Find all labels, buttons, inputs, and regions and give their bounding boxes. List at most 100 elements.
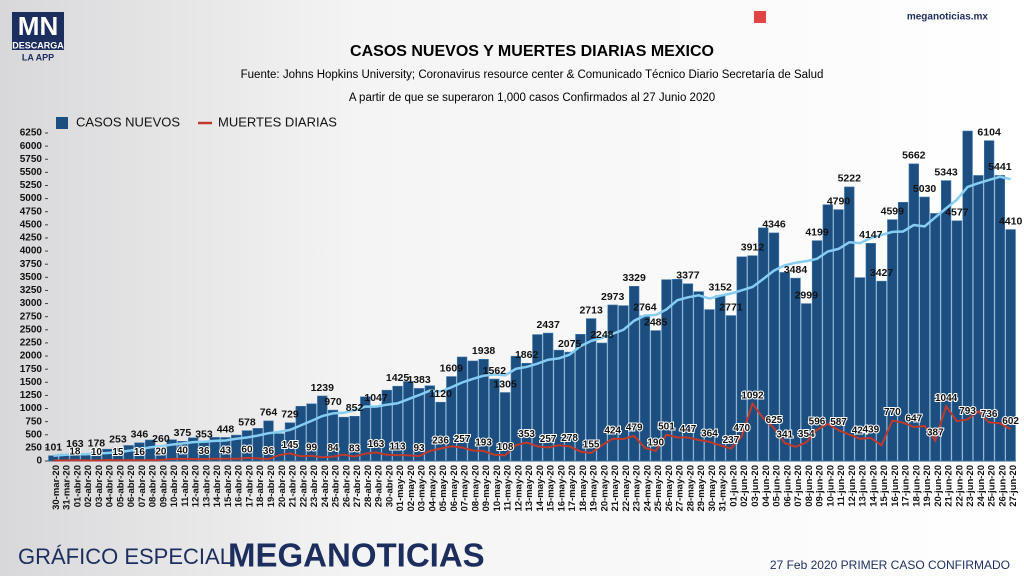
line-label: 439: [862, 425, 879, 436]
y-tick-label: 3750: [20, 259, 43, 270]
x-tick-label: 09-abr-20: [158, 465, 169, 507]
bar-label: 2713: [579, 304, 603, 316]
y-tick-label: 0: [36, 456, 42, 467]
bar: [768, 232, 780, 462]
x-tick-label: 19-abr-20: [266, 465, 277, 507]
footer-brand: MEGANOTICIAS: [228, 537, 485, 574]
x-tick-label: 06-jun-20: [782, 465, 793, 507]
bar: [392, 385, 403, 462]
line-label: 587: [830, 417, 847, 428]
x-tick-label: 22-may-20: [621, 465, 632, 511]
bar: [435, 401, 446, 462]
y-tick-label: 5250: [20, 180, 43, 191]
bar: [779, 272, 790, 462]
bar: [618, 305, 629, 462]
x-tick-label: 31-mar-20: [62, 465, 73, 510]
line-label: 155: [583, 440, 600, 451]
x-tick-label: 01-jun-20: [728, 465, 739, 507]
x-tick-label: 05-abr-20: [115, 465, 126, 507]
line-label: 236: [432, 435, 449, 446]
x-tick-label: 28-may-20: [685, 465, 696, 511]
bar: [327, 409, 339, 462]
bar: [940, 180, 952, 462]
y-tick-label: 2000: [20, 351, 43, 362]
bar-label: 3152: [709, 281, 733, 293]
bar-label: 4577: [945, 207, 969, 219]
bar-label: 2999: [795, 289, 819, 301]
line-label: 84: [327, 443, 339, 454]
bar: [607, 304, 618, 462]
x-tick-label: 19-may-20: [589, 465, 600, 511]
x-tick-label: 16-may-20: [556, 465, 567, 511]
x-tick-label: 26-may-20: [664, 465, 675, 511]
line-label: 1044: [935, 393, 958, 404]
bar: [865, 243, 876, 462]
chart-title: CASOS NUEVOS Y MUERTES DIARIAS MEXICO: [350, 43, 714, 60]
x-tick-label: 25-jun-20: [987, 465, 998, 507]
bar-label: 375: [174, 427, 192, 439]
bar: [747, 255, 758, 462]
bar: [672, 278, 683, 462]
line-label: 190: [647, 438, 664, 449]
bar: [123, 445, 134, 462]
bar: [704, 309, 715, 462]
x-tick-label: 17-may-20: [567, 465, 578, 511]
bar: [983, 140, 995, 462]
bar: [231, 434, 242, 462]
chart-note: A partir de que se superaron 1,000 casos…: [349, 92, 715, 104]
bar: [542, 332, 554, 462]
bar: [532, 334, 543, 462]
x-tick-label: 24-jun-20: [976, 465, 987, 507]
bar: [424, 385, 435, 462]
line-label: 647: [905, 414, 922, 425]
bar: [553, 349, 565, 462]
x-tick-label: 07-abr-20: [137, 465, 148, 507]
bar: [263, 420, 274, 462]
x-tick-label: 08-abr-20: [148, 465, 159, 507]
bar: [478, 358, 489, 462]
bar: [413, 388, 425, 462]
bar: [596, 342, 608, 462]
x-tick-label: 12-jun-20: [847, 465, 858, 507]
bar: [188, 437, 199, 462]
line-label: 447: [680, 424, 697, 435]
line-label: 18: [69, 447, 81, 458]
line-label: 93: [414, 443, 426, 454]
x-tick-label: 23-abr-20: [309, 465, 320, 507]
bar: [951, 220, 962, 462]
bar-label: 2248: [590, 329, 614, 341]
y-tick-label: 2250: [20, 338, 43, 349]
x-tick-label: 29-may-20: [696, 465, 707, 511]
bar: [682, 283, 694, 462]
line-label: 99: [306, 442, 318, 453]
bar-label: 970: [324, 396, 342, 408]
bar-label: 4410: [999, 215, 1023, 227]
bar: [629, 285, 640, 462]
x-tick-label: 24-abr-20: [320, 465, 331, 507]
x-tick-label: 06-abr-20: [126, 465, 137, 507]
x-tick-label: 03-abr-20: [94, 465, 105, 507]
line-label: 36: [198, 446, 210, 457]
bar: [822, 204, 833, 462]
bar: [467, 360, 478, 462]
bar: [908, 163, 919, 462]
bar: [887, 219, 898, 462]
bar: [349, 415, 360, 462]
x-tick-label: 01-abr-20: [72, 465, 83, 507]
bar: [564, 351, 575, 462]
bar-label: 2485: [644, 316, 668, 328]
x-tick-label: 14-may-20: [535, 465, 546, 511]
x-tick-label: 30-mar-20: [51, 465, 62, 510]
bar: [1005, 229, 1016, 462]
bar: [338, 416, 349, 462]
x-tick-label: 13-abr-20: [201, 465, 212, 507]
line-label: 596: [809, 416, 826, 427]
x-tick-label: 02-may-20: [406, 465, 417, 511]
bar-label: 729: [281, 409, 299, 421]
x-tick-label: 09-may-20: [481, 465, 492, 511]
bar: [456, 356, 468, 462]
bar: [274, 433, 285, 462]
bar-label: 2764: [633, 302, 657, 314]
bar: [295, 405, 306, 462]
bar: [241, 430, 253, 462]
